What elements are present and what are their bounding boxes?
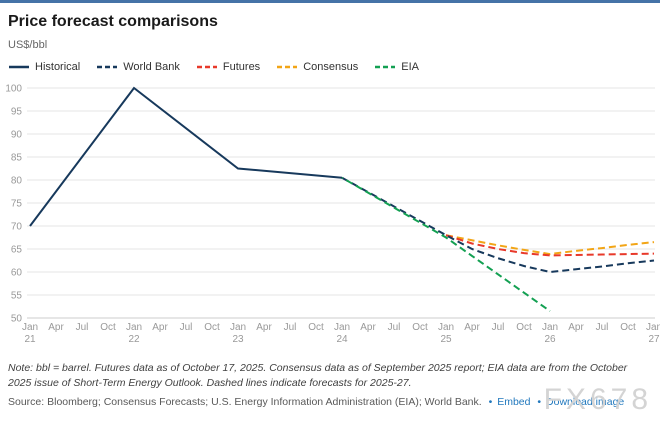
x-tick-label: Oct — [204, 322, 220, 333]
download-image-link[interactable]: Download image — [546, 396, 625, 409]
legend-swatch-eia — [375, 65, 396, 69]
x-tick-label: Jul — [596, 322, 609, 333]
x-tick-label: Jan — [22, 322, 38, 333]
legend-swatch-futures — [196, 65, 217, 69]
x-tick-label: Apr — [464, 322, 480, 333]
x-tick-label: Apr — [152, 322, 168, 333]
x-tick-label: Jul — [388, 322, 401, 333]
y-tick-label: 60 — [11, 268, 23, 279]
link-separator: • — [537, 396, 542, 409]
series-line-historical — [29, 86, 343, 227]
y-tick-label: 100 — [5, 84, 22, 95]
legend-item-worldbank[interactable]: World Bank — [96, 61, 180, 73]
y-tick-label: 95 — [11, 107, 23, 118]
series-line-eia — [341, 176, 551, 312]
x-tick-label: Apr — [568, 322, 584, 333]
y-tick-label: 70 — [11, 222, 23, 233]
x-tick-label: Jul — [284, 322, 297, 333]
x-tick-year-label: 24 — [336, 334, 348, 345]
series-line-futures — [445, 234, 655, 257]
source-text: Source: Bloomberg; Consensus Forecasts; … — [8, 396, 482, 409]
link-separator: • — [488, 396, 493, 409]
x-tick-label: Oct — [308, 322, 324, 333]
embed-link[interactable]: Embed — [497, 396, 531, 409]
x-tick-year-label: 27 — [648, 334, 660, 345]
x-tick-label: Apr — [48, 322, 64, 333]
chart-title: Price forecast comparisons — [8, 13, 218, 30]
y-tick-label: 65 — [11, 245, 23, 256]
x-tick-label: Oct — [516, 322, 532, 333]
x-tick-label: Jan — [230, 322, 246, 333]
x-tick-label: Jan — [542, 322, 558, 333]
x-tick-label: Oct — [412, 322, 428, 333]
x-tick-label: Jul — [180, 322, 193, 333]
axis-unit-label: US$/bbl — [8, 39, 48, 51]
source-row: Source: Bloomberg; Consensus Forecasts; … — [8, 396, 652, 408]
series-line-worldbank — [341, 176, 655, 274]
y-tick-label: 85 — [11, 153, 23, 164]
legend-item-historical[interactable]: Historical — [8, 61, 80, 73]
legend-item-eia[interactable]: EIA — [374, 61, 419, 73]
footnote: Note: bbl = barrel. Futures data as of O… — [8, 362, 628, 389]
legend-swatch-historical — [9, 65, 29, 69]
legend: Historical World Bank Futures Consensus EIA — [8, 61, 652, 73]
x-tick-label: Oct — [620, 322, 636, 333]
x-tick-year-label: 21 — [24, 334, 36, 345]
y-tick-label: 80 — [11, 176, 23, 187]
legend-item-consensus[interactable]: Consensus — [276, 61, 358, 73]
legend-swatch-worldbank — [97, 65, 118, 69]
x-tick-label: Jan — [646, 322, 660, 333]
x-tick-year-label: 23 — [232, 334, 244, 345]
legend-label-consensus: Consensus — [303, 61, 359, 73]
x-tick-label: Jan — [126, 322, 142, 333]
x-tick-label: Apr — [360, 322, 376, 333]
y-tick-label: 75 — [11, 199, 23, 210]
x-tick-label: Oct — [100, 322, 116, 333]
x-tick-label: Apr — [256, 322, 272, 333]
x-tick-year-label: 22 — [128, 334, 140, 345]
y-tick-label: 50 — [11, 314, 23, 325]
x-tick-label: Jul — [492, 322, 505, 333]
x-tick-year-label: 25 — [440, 334, 452, 345]
legend-label-futures: Futures — [222, 61, 261, 73]
legend-swatch-consensus — [277, 65, 298, 69]
legend-label-historical: Historical — [35, 61, 81, 73]
legend-item-futures[interactable]: Futures — [196, 61, 260, 73]
legend-label-worldbank: World Bank — [123, 61, 180, 73]
y-tick-label: 55 — [11, 291, 23, 302]
legend-label-eia: EIA — [401, 61, 419, 73]
x-tick-label: Jul — [76, 322, 89, 333]
y-tick-label: 90 — [11, 130, 23, 141]
x-tick-year-label: 26 — [544, 334, 556, 345]
x-tick-label: Jan — [334, 322, 350, 333]
x-tick-label: Jan — [438, 322, 454, 333]
top-accent-bar — [0, 0, 660, 3]
series-line-consensus — [445, 234, 655, 256]
fx678-watermark: FX678 — [543, 383, 652, 416]
